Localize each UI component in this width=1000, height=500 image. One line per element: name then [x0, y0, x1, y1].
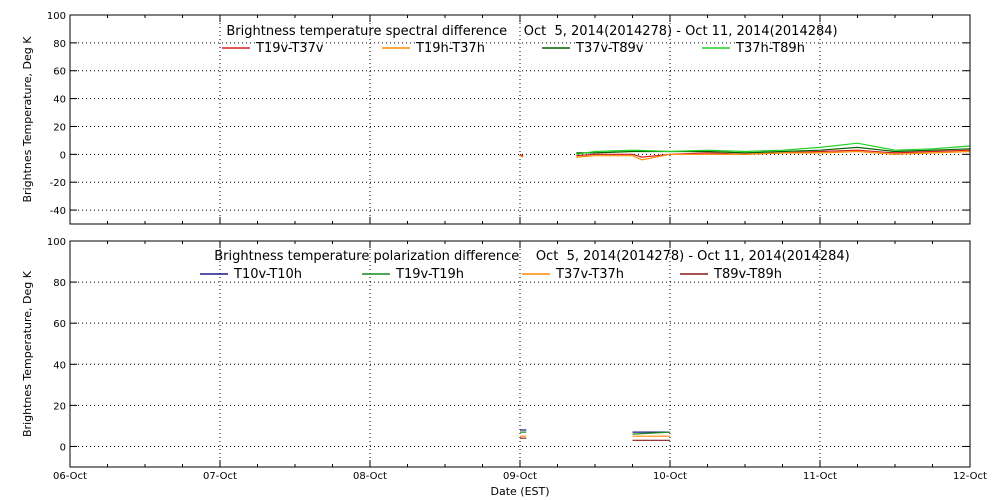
x-tick-label: 07-Oct — [203, 471, 237, 482]
chart-title: Brightness temperature polarization diff… — [214, 249, 849, 264]
series-line-t37v-t37h — [520, 436, 970, 438]
series-line-t89v-t89h — [520, 438, 970, 440]
series-line-t37h-t89h — [576, 142, 971, 155]
legend-label: T89v-T89h — [713, 267, 782, 282]
y-tick-label: 60 — [53, 67, 66, 78]
spectral-difference-panel: -40 -20 0 20 40 60 80 100 T19v-T37v T19h-T37h T37v… — [21, 11, 971, 225]
y-tick-label: 20 — [53, 122, 66, 133]
legend-label: T19v-T19h — [395, 267, 464, 282]
y-tick-label: -40 — [50, 206, 66, 217]
y-tick-label: 20 — [53, 401, 66, 412]
y-tick-label: 40 — [53, 360, 66, 371]
polarization-difference-panel: 06-Oct 07-Oct 08-Oct 09-Oct 10-Oct 11-Oct 12-O… — [21, 237, 987, 482]
series-line-t37v-t89v — [576, 146, 971, 154]
y-tick-label: -20 — [50, 178, 66, 189]
legend-label: T37v-T37h — [555, 267, 624, 282]
legend-label: T37h-T89h — [735, 41, 805, 56]
x-tick-label: 10-Oct — [653, 471, 687, 482]
legend-label: T19v-T37v — [255, 41, 324, 56]
y-axis-label: Brightnes Temperature, Deg K — [21, 270, 34, 437]
y-tick-label: 80 — [53, 39, 66, 50]
series-line-t19h-t37h — [519, 150, 971, 161]
x-axis-label: Date (EST) — [490, 485, 549, 498]
chart-title: Brightness temperature spectral differen… — [226, 24, 837, 39]
y-tick-label: 100 — [47, 11, 66, 22]
x-tick-label: 06-Oct — [53, 471, 87, 482]
x-tick-label: 09-Oct — [503, 471, 537, 482]
legend-label: T10v-T10h — [233, 267, 302, 282]
plot-frame — [69, 14, 971, 225]
y-tick-label: 0 — [60, 150, 66, 161]
legend-label: T19h-T37h — [415, 41, 485, 56]
x-tick-label: 12-Oct — [953, 471, 987, 482]
y-tick-label: 0 — [60, 442, 66, 453]
x-tick-label: 08-Oct — [353, 471, 387, 482]
series-line-t19v-t19h — [520, 432, 970, 438]
x-tick-label: 11-Oct — [803, 471, 837, 482]
y-tick-label: 40 — [53, 95, 66, 106]
y-tick-label: 80 — [53, 278, 66, 289]
y-tick-label: 100 — [47, 237, 66, 248]
y-tick-label: 60 — [53, 319, 66, 330]
plot-frame — [69, 240, 971, 468]
series-line-t10v-t10h — [520, 430, 970, 438]
y-axis-label: Brightnes Temperature, Deg K — [21, 36, 34, 203]
legend-label: T37v-T89v — [575, 41, 644, 56]
